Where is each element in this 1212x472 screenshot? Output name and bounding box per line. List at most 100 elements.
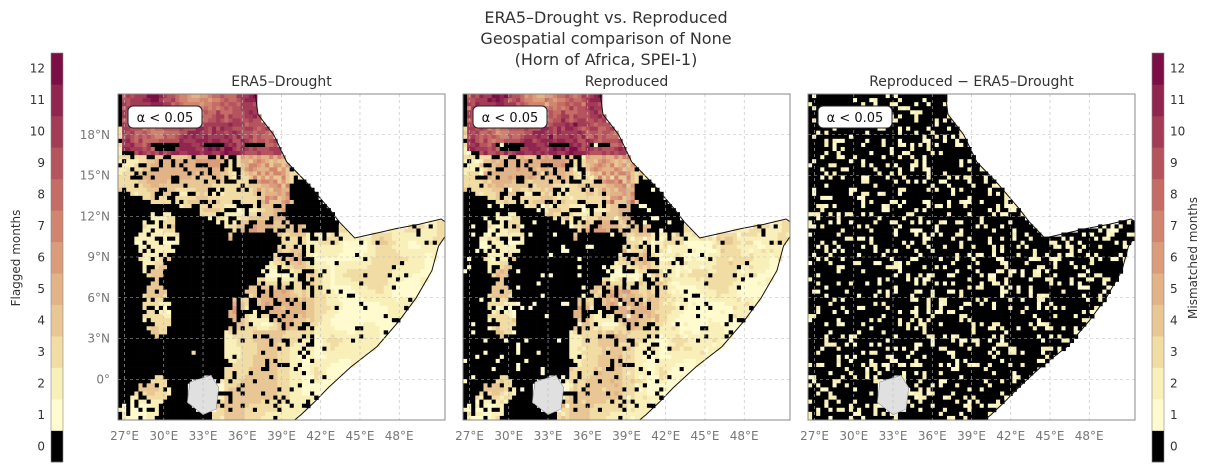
heatmap-cell [256, 411, 262, 417]
heatmap-cell [212, 289, 217, 295]
heatmap-cell [191, 179, 197, 184]
heatmap-cell [118, 146, 123, 152]
heatmap-cell [273, 146, 278, 152]
heatmap-cell [216, 122, 221, 127]
heatmap-cell [244, 350, 250, 356]
heatmap-cell [146, 130, 152, 136]
heatmap-cell [171, 187, 176, 193]
heatmap-cell [134, 142, 139, 148]
heatmap-cell [363, 252, 368, 258]
heatmap-cell [301, 399, 307, 405]
heatmap-cell [207, 293, 213, 299]
heatmap-cell [379, 269, 385, 274]
heatmap-cell [122, 216, 127, 221]
heatmap-cell [130, 293, 135, 299]
heatmap-cell [187, 346, 192, 352]
heatmap-cell [265, 232, 270, 237]
heatmap-cell [228, 326, 233, 331]
heatmap-cell [187, 322, 192, 327]
heatmap-cell [138, 236, 143, 242]
heatmap-cell [207, 167, 213, 172]
heatmap-cell [424, 269, 429, 274]
heatmap-cell [162, 138, 168, 144]
heatmap-cell [412, 269, 417, 274]
y-tick-label: 15°N [80, 169, 110, 183]
heatmap-cell [191, 130, 197, 136]
heatmap-cell [236, 277, 241, 282]
heatmap-cell [618, 138, 623, 144]
heatmap-cell [203, 334, 209, 339]
heatmap-cell [297, 387, 303, 392]
heatmap-cell [199, 330, 205, 335]
heatmap-cell [187, 228, 192, 233]
heatmap-cell [146, 179, 152, 184]
heatmap-cell [167, 399, 172, 405]
heatmap-cell [183, 159, 188, 164]
heatmap-cell [273, 228, 278, 233]
heatmap-cell [138, 358, 143, 364]
heatmap-cell [306, 277, 311, 282]
heatmap-cell [577, 94, 582, 99]
heatmap-cell [463, 94, 468, 99]
heatmap-cell [342, 301, 348, 307]
heatmap-cell [265, 236, 270, 242]
heatmap-cell [122, 407, 127, 413]
heatmap-cell [142, 244, 147, 250]
heatmap-cell [256, 191, 262, 197]
heatmap-cell [285, 375, 291, 380]
heatmap-cell [146, 94, 152, 99]
heatmap-cell [277, 163, 282, 168]
heatmap-cell [512, 102, 517, 107]
heatmap-cell [293, 314, 299, 319]
heatmap-cell [252, 342, 258, 347]
heatmap-cell [130, 399, 135, 405]
heatmap-cell [207, 187, 213, 193]
heatmap-cell [138, 151, 143, 156]
heatmap-cell [240, 395, 246, 400]
heatmap-cell [285, 232, 291, 237]
heatmap-cell [195, 273, 201, 278]
heatmap-cell [236, 411, 241, 417]
heatmap-cell [175, 257, 180, 262]
heatmap-cell [265, 362, 270, 368]
heatmap-cell [162, 159, 168, 164]
heatmap-cell [495, 146, 501, 152]
heatmap-cell [191, 244, 197, 250]
heatmap-cell [220, 289, 225, 295]
heatmap-cell [203, 289, 209, 295]
heatmap-cell [326, 285, 331, 290]
heatmap-cell [297, 248, 303, 254]
heatmap-cell [342, 362, 348, 368]
heatmap-cell [130, 273, 135, 278]
heatmap-cell [175, 187, 180, 193]
heatmap-cell [289, 318, 295, 323]
heatmap-cell [142, 232, 147, 237]
heatmap-cell [350, 318, 356, 323]
x-tick-label: 39°E [267, 429, 296, 443]
heatmap-cell [577, 138, 582, 144]
heatmap-cell [191, 187, 197, 193]
heatmap-cell [216, 297, 221, 303]
heatmap-cell [520, 138, 525, 144]
heatmap-cell [524, 126, 529, 132]
heatmap-cell [228, 383, 233, 388]
heatmap-cell [252, 407, 258, 413]
heatmap-cell [314, 273, 319, 278]
heatmap-cell [412, 273, 417, 278]
heatmap-cell [212, 199, 217, 205]
heatmap-cell [171, 199, 176, 205]
heatmap-cell [581, 130, 586, 136]
heatmap-cell [248, 191, 254, 197]
heatmap-cell [212, 362, 217, 368]
heatmap-cell [326, 354, 331, 360]
heatmap-cell [134, 309, 139, 315]
heatmap-cell [167, 183, 172, 189]
heatmap-cell [142, 199, 147, 205]
heatmap-cell [118, 265, 123, 270]
heatmap-cell [207, 179, 213, 184]
heatmap-cell [367, 326, 372, 331]
heatmap-cell [375, 273, 380, 278]
heatmap-cell [346, 297, 352, 303]
heatmap-cell [240, 191, 246, 197]
heatmap-cell [293, 273, 299, 278]
